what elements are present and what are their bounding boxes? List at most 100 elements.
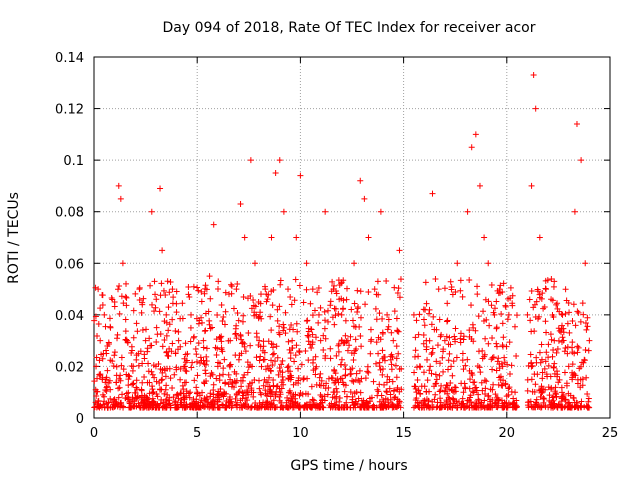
data-point (513, 312, 520, 319)
data-point (335, 310, 342, 317)
data-point (358, 404, 365, 411)
data-point (352, 404, 359, 411)
data-point (97, 372, 104, 379)
data-point (153, 324, 160, 331)
data-point (489, 354, 496, 361)
data-point (393, 315, 400, 322)
data-point (339, 306, 346, 313)
data-point (287, 350, 294, 357)
data-point (92, 284, 99, 291)
data-point (432, 371, 439, 378)
data-point (358, 397, 365, 404)
data-point (554, 300, 561, 307)
data-point (238, 350, 245, 357)
data-point (165, 304, 172, 311)
data-point (431, 326, 438, 333)
data-point (218, 338, 225, 345)
data-point (545, 384, 552, 391)
data-point (221, 321, 228, 328)
data-point (413, 364, 420, 371)
data-point (365, 369, 372, 376)
data-point (293, 342, 300, 349)
data-point (256, 337, 263, 344)
data-point (173, 364, 180, 371)
data-point (533, 298, 540, 305)
data-point (338, 375, 345, 382)
data-point (504, 404, 511, 411)
data-point (327, 298, 334, 305)
data-point (247, 292, 254, 299)
data-point (235, 317, 242, 324)
data-point (416, 363, 423, 370)
data-point (276, 397, 283, 404)
data-point (426, 337, 433, 344)
data-point (384, 326, 391, 333)
data-point (132, 290, 139, 297)
data-point (549, 353, 556, 360)
data-point (489, 334, 496, 341)
data-point (241, 403, 248, 410)
data-point (530, 304, 537, 311)
data-point (571, 208, 578, 215)
data-point (315, 311, 322, 318)
data-point (285, 363, 292, 370)
data-point (362, 301, 369, 308)
data-point (288, 321, 295, 328)
data-point (320, 346, 327, 353)
data-point (420, 340, 427, 347)
data-point (435, 286, 442, 293)
data-point (290, 381, 297, 388)
data-point (262, 366, 269, 373)
data-point (276, 157, 283, 164)
data-point (450, 358, 457, 365)
data-point (287, 294, 294, 301)
data-point (111, 303, 118, 310)
data-point (394, 289, 401, 296)
data-point (277, 404, 284, 411)
data-point (257, 309, 264, 316)
data-point (558, 329, 565, 336)
data-point (507, 295, 514, 302)
data-point (91, 404, 98, 411)
data-point (542, 402, 549, 409)
data-point (379, 371, 386, 378)
data-point (96, 371, 103, 378)
data-point (377, 336, 384, 343)
data-point (249, 363, 256, 370)
data-point (496, 365, 503, 372)
data-point (377, 208, 384, 215)
data-point (331, 367, 338, 374)
data-point (432, 391, 439, 398)
data-point (355, 304, 362, 311)
data-point (343, 296, 350, 303)
data-point (506, 370, 513, 377)
data-point (344, 337, 351, 344)
data-point (569, 344, 576, 351)
data-point (202, 282, 209, 289)
data-point (115, 385, 122, 392)
data-point (102, 379, 109, 386)
data-point (201, 328, 208, 335)
data-point (175, 346, 182, 353)
data-point (160, 287, 167, 294)
data-point (356, 367, 363, 374)
data-point (425, 397, 432, 404)
data-point (305, 357, 312, 364)
data-point (499, 320, 506, 327)
data-point (342, 372, 349, 379)
data-point (505, 311, 512, 318)
data-point (292, 398, 299, 405)
data-point (188, 311, 195, 318)
data-point (394, 386, 401, 393)
data-point (391, 308, 398, 315)
data-point (426, 367, 433, 374)
data-point (240, 312, 247, 319)
data-point (547, 373, 554, 380)
data-point (338, 337, 345, 344)
data-point (438, 331, 445, 338)
data-point (177, 390, 184, 397)
data-point (529, 404, 536, 411)
data-point (460, 400, 467, 407)
data-point (285, 286, 292, 293)
data-point (182, 351, 189, 358)
